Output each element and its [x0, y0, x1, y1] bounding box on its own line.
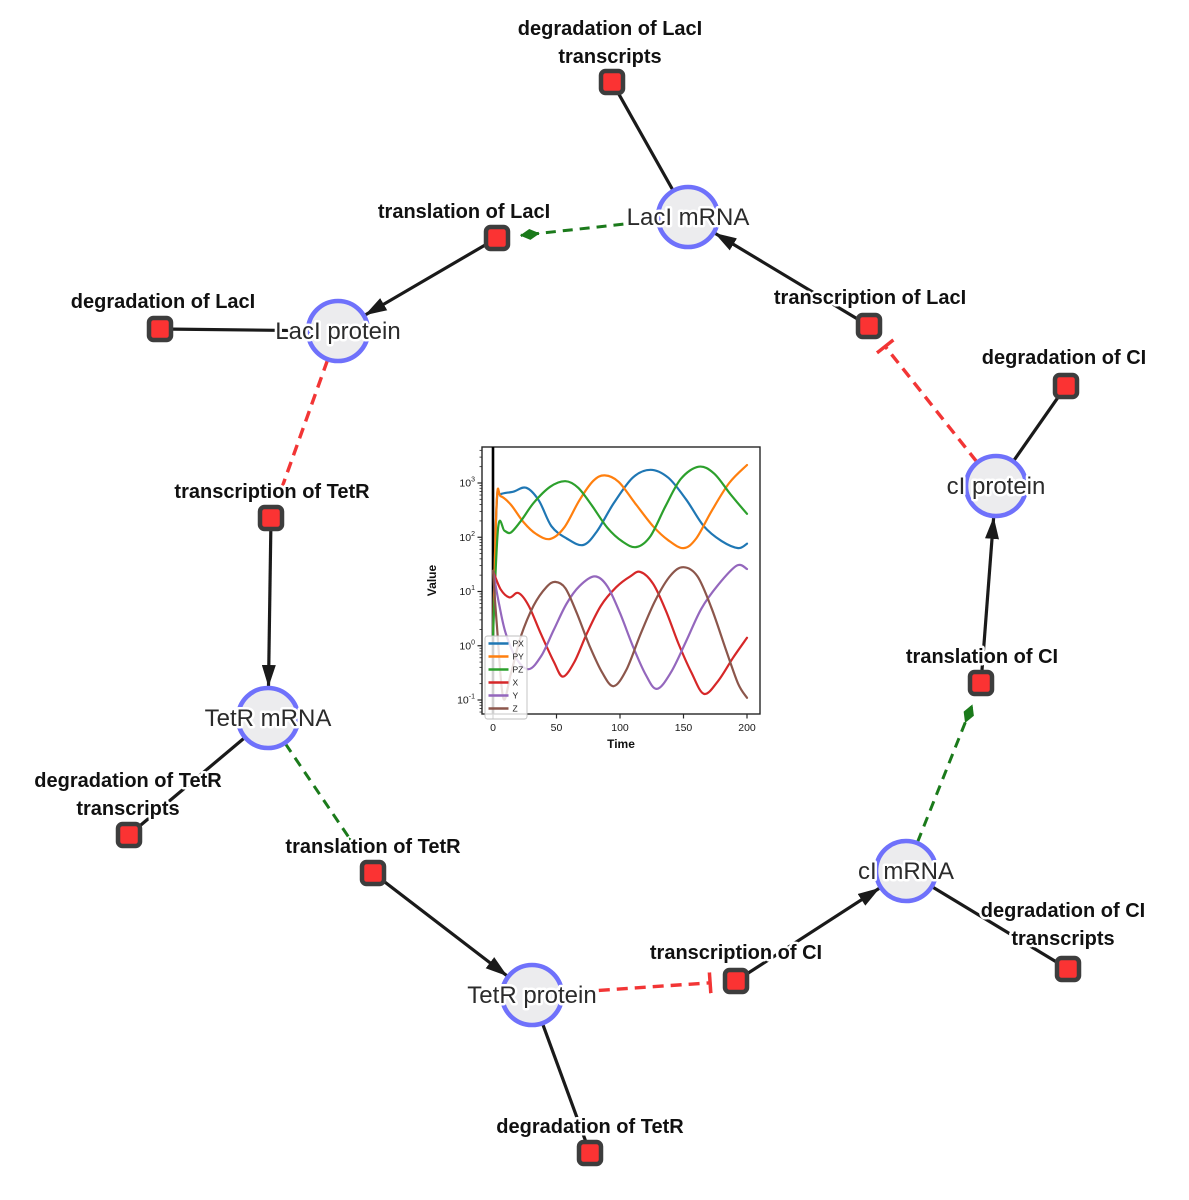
- series-PY: [491, 463, 749, 638]
- reaction-label-deg_lacI_tr: degradation of LacI: [518, 18, 702, 40]
- species-label-tetR_mRNA: TetR mRNA: [205, 705, 332, 732]
- x-axis-label: Time: [607, 737, 635, 751]
- y-tick-label: 102: [459, 531, 475, 544]
- species-node-tetR_protein: [499, 962, 565, 1028]
- y-tick-label: 101: [459, 585, 475, 598]
- reaction-label-tl_cI: translation of CI: [906, 646, 1058, 668]
- reaction-node-deg_lacI: [146, 315, 174, 343]
- reaction-node-deg_cI: [1052, 372, 1080, 400]
- reaction-label-deg_tetR_tr: transcripts: [76, 798, 179, 820]
- x-tick-label: 150: [675, 722, 693, 734]
- reaction-label-deg_cI_tr: transcripts: [1011, 928, 1114, 950]
- species-node-cI_mRNA: [873, 838, 939, 904]
- reaction-label-txn_cI: transcription of CI: [650, 942, 822, 964]
- species-label-tetR_protein: TetR protein: [467, 982, 596, 1009]
- species-label-cI_protein: cI protein: [947, 473, 1046, 500]
- edge-product-txn_cI-to-cI_mRNA: [746, 887, 880, 976]
- legend-label-Y: Y: [513, 691, 519, 701]
- legend-label-PZ: PZ: [513, 665, 524, 675]
- edge-inhibition-lacI_protein-to-txn_tetR: [269, 359, 330, 499]
- legend-label-PY: PY: [513, 652, 525, 662]
- reaction-node-tl_lacI: [483, 224, 511, 252]
- species-label-lacI_protein: LacI protein: [275, 318, 400, 345]
- x-tick-label: 100: [611, 722, 629, 734]
- edge-inhibition-tetR_protein-to-txn_cI: [562, 972, 713, 995]
- reaction-label-deg_tetR_tr: degradation of TetR: [34, 770, 222, 792]
- x-tick-label: 0: [490, 722, 496, 734]
- timeseries-plot: 0 50 100 150 20010-1100101102103TimeValuePXP…: [425, 446, 761, 751]
- reaction-node-tl_tetR: [359, 859, 387, 887]
- y-tick-label: 10-1: [457, 694, 475, 707]
- species-node-cI_protein: [963, 453, 1029, 519]
- series-PZ: [491, 465, 749, 638]
- edge-reactant-lacI_mRNA-to-deg_lacI_tr: [617, 92, 675, 191]
- reaction-label-deg_cI: degradation of CI: [982, 347, 1146, 369]
- reaction-node-txn_tetR: [257, 504, 285, 532]
- reaction-node-deg_tetR_tr: [115, 821, 143, 849]
- reaction-label-deg_cI_tr: degradation of CI: [981, 900, 1145, 922]
- x-tick-label: 50: [551, 722, 563, 734]
- reaction-label-txn_lacI: transcription of LacI: [774, 287, 966, 309]
- species-node-lacI_mRNA: [655, 184, 721, 250]
- reaction-node-deg_cI_tr: [1054, 955, 1082, 983]
- reaction-label-txn_tetR: transcription of TetR: [174, 481, 370, 503]
- nodes-layer: [115, 68, 1082, 1167]
- y-tick-label: 100: [459, 639, 475, 652]
- x-tick-label: 200: [738, 722, 756, 734]
- reaction-node-txn_cI: [722, 967, 750, 995]
- plot-series-layer: [491, 463, 749, 701]
- labels-layer: degradation of LacI transcripts translatio…: [32, 16, 1149, 1141]
- edge-inhibition-cI_protein-to-txn_lacI: [875, 338, 979, 463]
- legend-label-PX: PX: [513, 639, 525, 649]
- species-node-lacI_protein: [305, 298, 371, 364]
- reaction-label-deg_lacI_tr: transcripts: [558, 46, 661, 68]
- reaction-label-tl_tetR: translation of TetR: [285, 836, 461, 858]
- edge-reactant-cI_protein-to-deg_cI: [1012, 395, 1060, 462]
- y-tick-label: 103: [459, 477, 475, 490]
- edge-product-txn_lacI-to-lacI_mRNA: [714, 232, 859, 321]
- series-X: [491, 569, 749, 696]
- edge-modifier-lacI_mRNA-to-tl_lacI: [519, 218, 658, 240]
- reaction-label-deg_lacI: degradation of LacI: [71, 291, 255, 313]
- species-label-cI_mRNA: cI mRNA: [858, 858, 954, 885]
- reaction-node-tl_cI: [967, 669, 995, 697]
- edge-reactant-lacI_protein-to-deg_lacI: [172, 327, 308, 333]
- reaction-node-txn_lacI: [855, 312, 883, 340]
- y-axis-label: Value: [425, 565, 439, 597]
- edge-product-tl_tetR-to-tetR_protein: [382, 879, 508, 977]
- edge-modifier-tetR_mRNA-to-tl_tetR: [284, 742, 361, 854]
- legend-label-Z: Z: [513, 704, 518, 714]
- edge-product-txn_tetR-to-tetR_mRNA: [261, 530, 276, 687]
- reaction-label-deg_tetR: degradation of TetR: [496, 1116, 684, 1138]
- edge-reactant-tetR_mRNA-to-deg_tetR_tr: [137, 736, 246, 828]
- reaction-node-deg_lacI_tr: [598, 68, 626, 96]
- plot-legend: PX PY PZ XYZ: [484, 635, 528, 720]
- edge-product-tl_lacI-to-lacI_protein: [364, 243, 487, 317]
- legend-label-X: X: [513, 678, 519, 688]
- edges-layer: [137, 92, 1060, 1142]
- edge-product-tl_cI-to-cI_protein: [980, 516, 999, 671]
- species-label-lacI_mRNA: LacI mRNA: [627, 204, 750, 231]
- reaction-label-tl_lacI: translation of LacI: [378, 201, 550, 223]
- edge-modifier-cI_mRNA-to-tl_cI: [916, 704, 974, 843]
- reaction-node-deg_tetR: [576, 1139, 604, 1167]
- edge-reactant-tetR_protein-to-deg_tetR: [541, 1023, 588, 1142]
- edge-reactant-cI_mRNA-to-deg_cI_tr: [931, 885, 1058, 964]
- species-node-tetR_mRNA: [235, 685, 301, 751]
